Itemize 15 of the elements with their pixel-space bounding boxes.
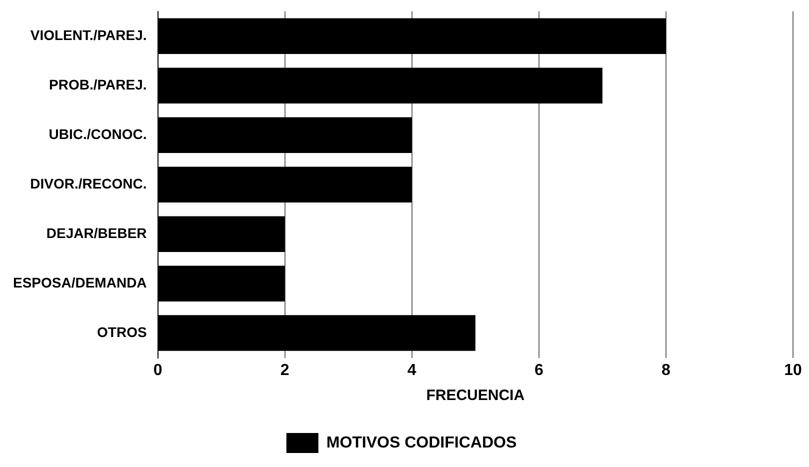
x-tick-label: 2 — [280, 362, 290, 379]
y-tick-label: OTROS — [97, 324, 147, 340]
y-tick-label: DEJAR/BEBER — [46, 224, 147, 241]
x-tick-label: 8 — [662, 362, 671, 379]
y-tick-label: VIOLENT./PAREJ. — [30, 27, 147, 43]
x-tick-label: 0 — [153, 362, 162, 379]
x-tick-label: 6 — [534, 362, 544, 379]
y-tick-label: PROB./PAREJ. — [49, 76, 147, 92]
x-tick-label: 4 — [407, 362, 416, 379]
y-tick-label: ESPOSA/DEMANDA — [12, 274, 147, 290]
y-tick-label: DIVOR./RECONC. — [30, 175, 147, 192]
y-tick-label: UBIC./CONOC. — [48, 126, 147, 142]
x-axis-title: FRECUENCIA — [426, 387, 525, 404]
legend-label: MOTIVOS CODIFICADOS — [326, 434, 517, 452]
x-tick-label: 10 — [784, 362, 802, 379]
